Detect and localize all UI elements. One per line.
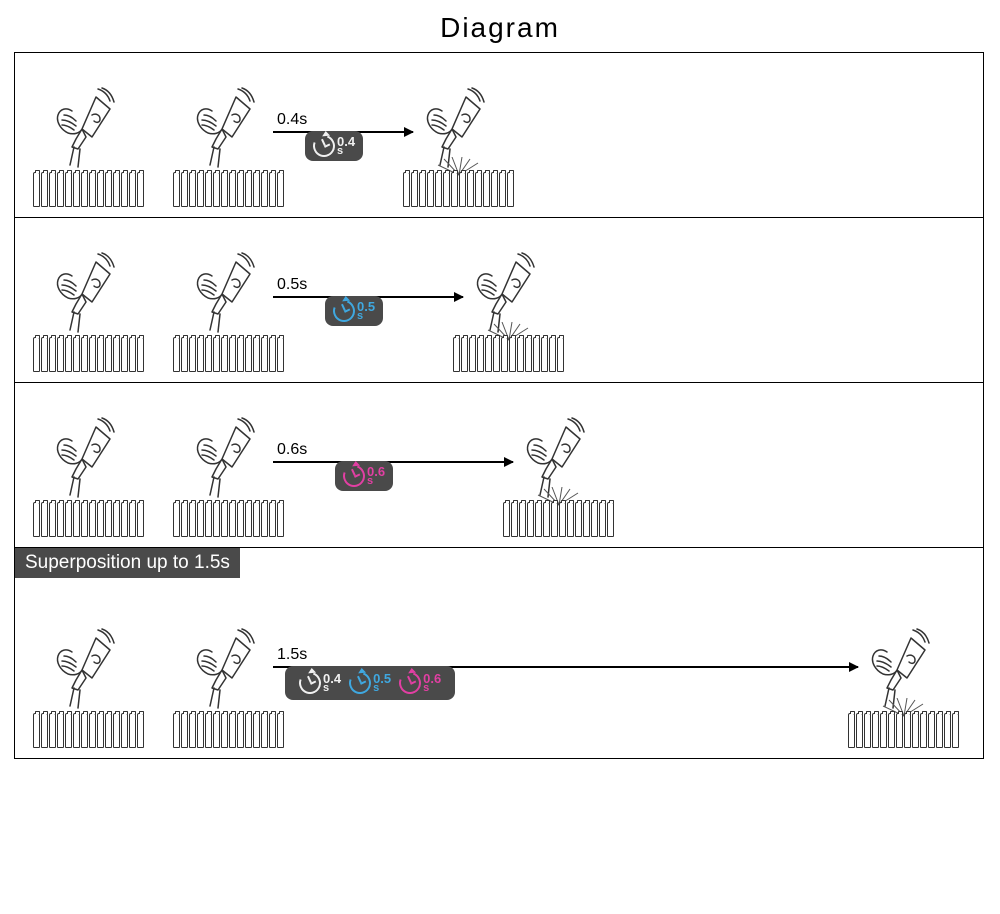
time-arrow: 0.5s: [273, 276, 463, 298]
welder-icon: [52, 252, 126, 340]
weld-station: [503, 502, 614, 537]
time-arrow: 0.4s: [273, 111, 413, 133]
battery-pack: [173, 337, 284, 372]
weld-station: [33, 713, 144, 748]
timer-clock-icon: 0.6s: [343, 465, 385, 487]
weld-station: [453, 337, 564, 372]
arrow-label: 0.6s: [277, 441, 307, 459]
welder-icon: [192, 628, 266, 716]
weld-station: [848, 713, 959, 748]
weld-station: [173, 713, 284, 748]
diagram-title: Diagram: [0, 0, 1000, 52]
row-superposition: Superposition up to 1.5s: [15, 548, 983, 758]
timer-clock-icon: 0.4s: [299, 672, 341, 694]
welder-icon: [472, 252, 546, 340]
battery-pack: [33, 713, 144, 748]
weld-station: [173, 502, 284, 537]
row-0.5s: 0.5s 0.5s: [15, 218, 983, 383]
welder-icon: [422, 87, 496, 175]
battery-pack: [403, 172, 514, 207]
weld-station: [33, 172, 144, 207]
battery-pack: [453, 337, 564, 372]
weld-station: [173, 337, 284, 372]
row-0.4s: 0.4s 0.4s: [15, 53, 983, 218]
battery-pack: [33, 337, 144, 372]
welder-icon: [522, 417, 596, 505]
battery-pack: [173, 172, 284, 207]
timer-clock-icon: 0.5s: [349, 672, 391, 694]
battery-pack: [33, 172, 144, 207]
timer-badge: 0.4s: [305, 131, 363, 161]
timer-clock-icon: 0.4s: [313, 135, 355, 157]
timer-badge: 0.6s: [335, 461, 393, 491]
battery-pack: [848, 713, 959, 748]
battery-pack: [503, 502, 614, 537]
timer-badge: 0.4s 0.5s 0.6s: [285, 666, 455, 700]
row-header: Superposition up to 1.5s: [15, 548, 240, 578]
welder-icon: [52, 417, 126, 505]
timer-badge: 0.5s: [325, 296, 383, 326]
time-arrow: 0.6s: [273, 441, 513, 463]
welder-icon: [52, 87, 126, 175]
welder-icon: [867, 628, 941, 716]
arrow-label: 1.5s: [277, 646, 307, 664]
battery-pack: [173, 502, 284, 537]
arrow-label: 0.5s: [277, 276, 307, 294]
battery-pack: [33, 502, 144, 537]
time-arrow: 1.5s: [273, 646, 858, 668]
welder-icon: [192, 252, 266, 340]
diagram-frame: 0.4s 0.4s: [14, 52, 984, 759]
weld-station: [33, 337, 144, 372]
timer-clock-icon: 0.5s: [333, 300, 375, 322]
welder-icon: [192, 87, 266, 175]
battery-pack: [173, 713, 284, 748]
timer-clock-icon: 0.6s: [399, 672, 441, 694]
weld-station: [403, 172, 514, 207]
welder-icon: [192, 417, 266, 505]
arrow-label: 0.4s: [277, 111, 307, 129]
weld-station: [33, 502, 144, 537]
welder-icon: [52, 628, 126, 716]
weld-station: [173, 172, 284, 207]
row-0.6s: 0.6s 0.6s: [15, 383, 983, 548]
